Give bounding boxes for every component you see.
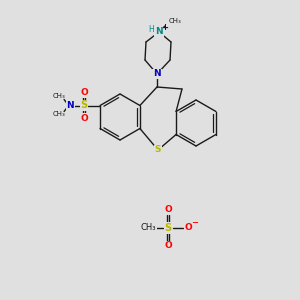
Text: CH₃: CH₃ [53,94,65,100]
Text: CH₃: CH₃ [140,224,156,232]
Text: O: O [184,224,192,232]
Text: H: H [148,26,154,34]
Text: O: O [80,88,88,97]
Text: CH₃: CH₃ [53,112,65,118]
Text: O: O [80,114,88,123]
Text: N: N [153,70,161,79]
Text: CH₃: CH₃ [169,18,182,24]
Text: S: S [80,100,88,110]
Text: O: O [164,242,172,250]
Text: −: − [191,218,199,227]
Text: S: S [164,223,172,233]
Text: S: S [155,146,161,154]
Text: +: + [161,23,169,32]
Text: O: O [164,206,172,214]
Text: N: N [66,101,74,110]
Text: N: N [155,28,163,37]
